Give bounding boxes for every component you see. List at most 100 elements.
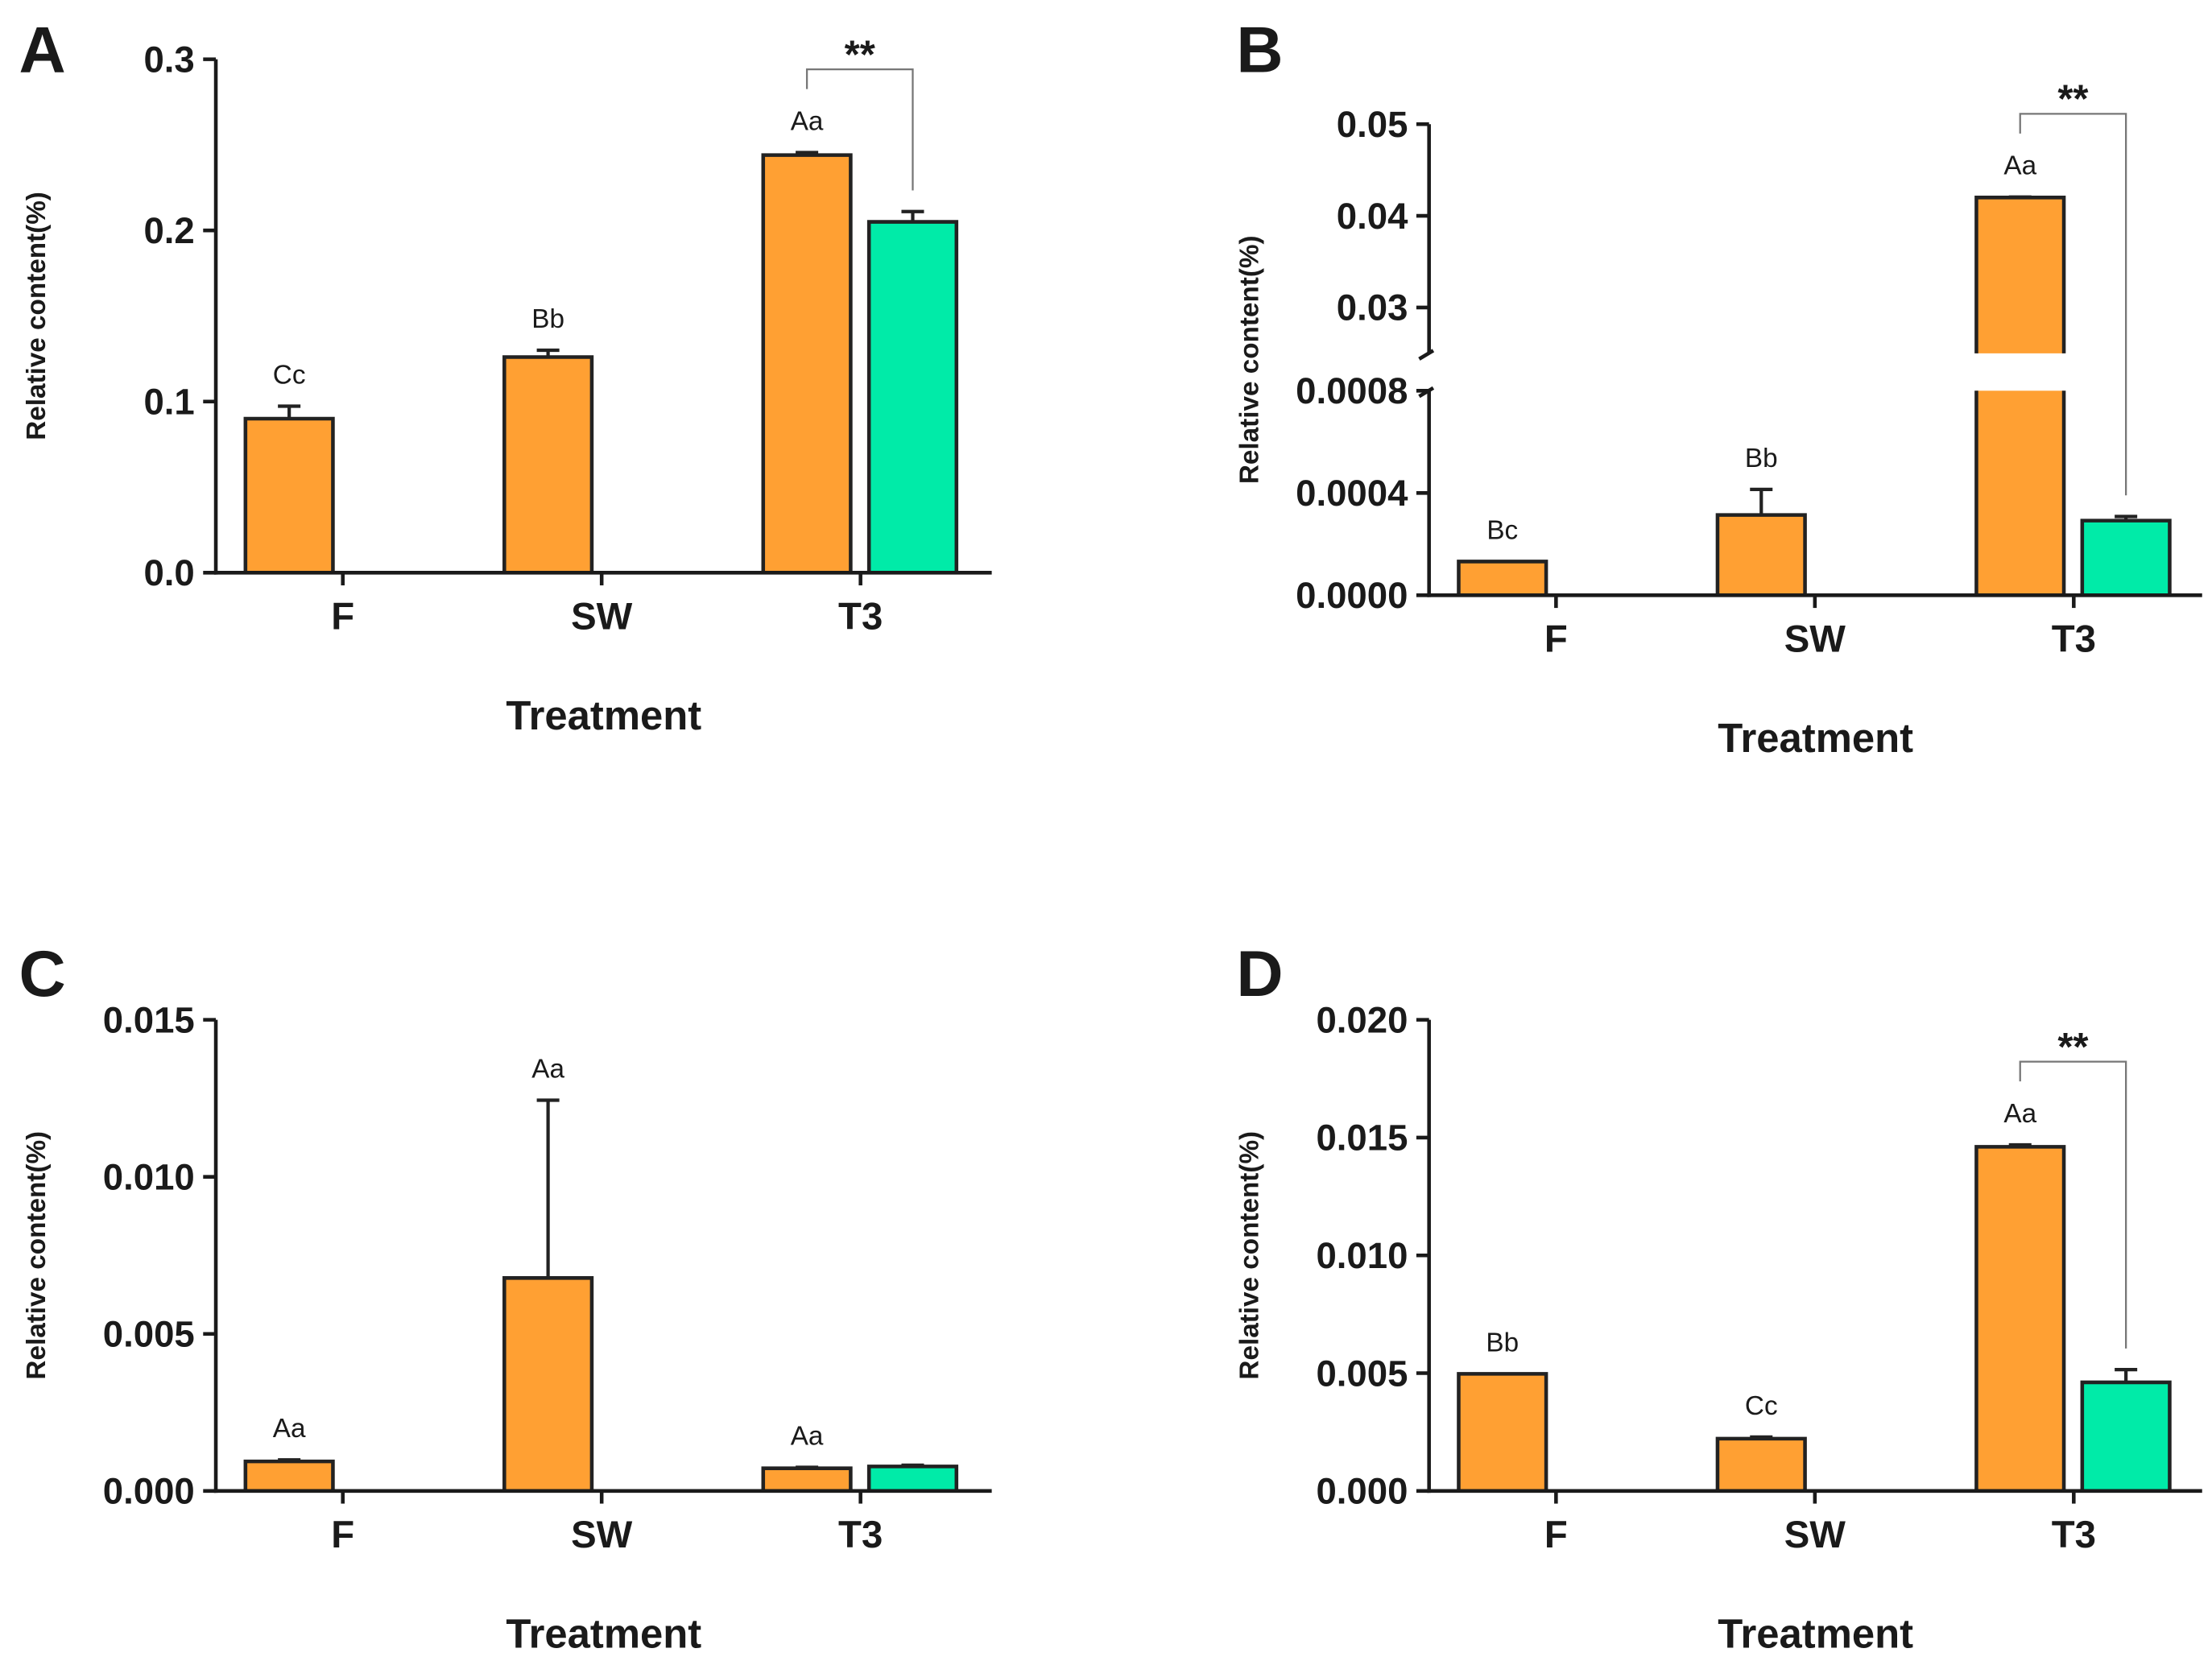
y-axis-title: Relative content(%): [22, 192, 52, 440]
panel-c: C Aa Aa Aa 0.000 0.005 0.010 0.015 F SW T3 Treatmen…: [19, 938, 992, 1656]
y-tick-label: 0.000: [103, 1471, 195, 1512]
axis-break-mark: [1418, 349, 1435, 361]
error-bar-f-series-1: [278, 404, 301, 419]
error-bar-t3-series-1: [2008, 1142, 2032, 1147]
bar-fill: [245, 418, 333, 573]
bar-fill: [1458, 1374, 1547, 1491]
bar-outline: [243, 416, 335, 573]
y-tick-label: 0.1: [143, 381, 194, 422]
significance-bracket: [2019, 1060, 2127, 1349]
error-bar-sw-series-1: [1750, 487, 1773, 515]
group-letter-label: Aa: [273, 1414, 306, 1444]
y-tick-label: 0.0: [143, 552, 194, 593]
bar-sw-series-1: [1715, 1436, 1807, 1491]
bar-fill: [1976, 390, 2065, 596]
bar-t3-series-2: [866, 1465, 959, 1491]
bar-t3-series-1: [761, 1466, 853, 1491]
panel-d: D Bb Cc Aa ** 0.000 0.005 0.010 0.015 0.020 F SW T3 T…: [1235, 938, 2202, 1656]
x-axis-title: Treatment: [1718, 715, 1913, 761]
bar-t3-series-2: [866, 220, 959, 573]
x-axis-title: Treatment: [506, 1610, 701, 1656]
bar-fill: [1717, 514, 1805, 596]
bar-fill: [763, 1468, 851, 1491]
x-tick-label: SW: [571, 1514, 633, 1556]
x-tick-label: SW: [571, 595, 633, 638]
x-tick-label: F: [1544, 1514, 1568, 1556]
y-tick-label: 0.020: [1316, 999, 1408, 1040]
x-tick-label: SW: [1784, 618, 1846, 660]
group-letter-label: Aa: [2003, 1099, 2036, 1129]
y-axis-title: Relative content(%): [22, 1131, 52, 1380]
y-tick-label: 0.005: [1316, 1353, 1408, 1394]
error-bar-t3-series-1: [2008, 195, 2032, 199]
panel-a: A Cc Bb Aa ** 0.0 0.1 0.2 0.3 F SW T3 Treatment Relat…: [19, 14, 992, 738]
group-letter-label: Bb: [531, 304, 564, 334]
bar-fill: [1976, 1146, 2065, 1491]
bar-fill: [869, 1466, 957, 1491]
bar-t3-series-1: [1974, 196, 2066, 596]
bar-f-series-1: [1457, 560, 1548, 596]
y-tick-label: 0.3: [143, 39, 194, 80]
error-bar-t3-series-2: [901, 1463, 924, 1467]
y-tick-label: 0.0004: [1296, 473, 1408, 514]
group-letter-label: Aa: [791, 106, 824, 136]
bar-f-series-1: [1457, 1372, 1548, 1491]
error-bar-t3-series-1: [796, 151, 819, 155]
bar-outline: [1457, 560, 1548, 596]
x-tick-label: T3: [838, 1514, 883, 1556]
y-axis-title: Relative content(%): [1235, 1131, 1265, 1380]
y-tick-label: 0.015: [103, 999, 195, 1040]
x-axis-title: Treatment: [1718, 1610, 1913, 1656]
x-tick-label: SW: [1784, 1514, 1846, 1556]
bar-fill: [1717, 1438, 1805, 1491]
bar-t3-series-1: [1974, 1145, 2066, 1491]
error-bar-f-series-1: [278, 1458, 301, 1462]
bar-fill: [504, 1278, 592, 1491]
significance-bracket: [2019, 113, 2127, 496]
y-tick-label: 0.000: [1316, 1471, 1408, 1512]
panel-letter: C: [19, 938, 65, 1010]
y-tick-label: 0.05: [1337, 104, 1408, 145]
group-letter-label: Aa: [791, 1422, 824, 1452]
y-tick-label: 0.005: [103, 1314, 195, 1355]
error-bar-t3-series-1: [796, 1465, 819, 1469]
y-tick-label: 0.0000: [1296, 575, 1408, 616]
group-letter-label: Cc: [1745, 1391, 1778, 1421]
group-letter-label: Bb: [1745, 444, 1778, 473]
group-letter-label: Bb: [1486, 1328, 1519, 1357]
panel-letter: B: [1236, 14, 1283, 86]
x-tick-label: F: [1544, 618, 1568, 660]
y-tick-label: 0.04: [1337, 196, 1408, 237]
x-tick-label: T3: [2052, 1514, 2096, 1556]
group-letter-label: Bc: [1486, 515, 1518, 545]
y-tick-label: 0.015: [1316, 1118, 1408, 1159]
bar-outline: [1457, 1372, 1548, 1491]
bar-sw-series-1: [502, 355, 594, 573]
significance-stars: **: [845, 33, 876, 76]
x-tick-label: T3: [838, 595, 883, 638]
bar-fill: [763, 155, 851, 573]
y-tick-label: 0.2: [143, 210, 194, 251]
error-bar-sw-series-1: [1750, 1435, 1773, 1439]
significance-stars: **: [2057, 1026, 2089, 1069]
error-bar-t3-series-2: [2115, 1368, 2138, 1382]
bar-fill: [1458, 561, 1547, 596]
panel-letter: A: [19, 14, 65, 86]
x-tick-label: F: [331, 595, 354, 638]
bar-fill: [869, 221, 957, 573]
error-bar-sw-series-1: [536, 348, 560, 357]
bar-fill: [504, 357, 592, 573]
bar-outline: [1974, 390, 2066, 596]
x-axis-title: Treatment: [506, 692, 701, 738]
y-tick-label: 0.03: [1337, 287, 1408, 328]
y-axis-title: Relative content(%): [1235, 235, 1265, 484]
error-bar-t3-series-2: [2115, 514, 2138, 521]
y-tick-label: 0.010: [103, 1156, 195, 1197]
error-bar-sw-series-1: [536, 1098, 560, 1279]
bar-t3-series-2: [2080, 519, 2172, 596]
bar-t3-series-2: [2080, 1380, 2172, 1491]
bar-f-series-1: [243, 1459, 335, 1491]
panel-b: B Bc Bb Aa ** 0.0000 0.0004 0.0008 0.03 0.04 0.05 F…: [1235, 14, 2202, 761]
